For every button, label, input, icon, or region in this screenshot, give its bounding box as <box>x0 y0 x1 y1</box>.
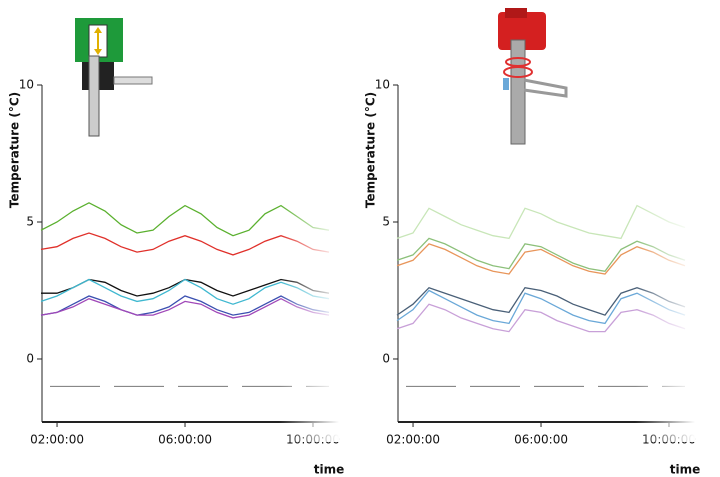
x-tick-label: 06:00:00 <box>158 433 212 447</box>
panel: 051002:00:0006:00:0010:00:00Temperature … <box>364 75 701 477</box>
y-tick-label: 10 <box>375 78 390 92</box>
x-tick-label: 02:00:00 <box>30 433 84 447</box>
y-axis-label: Temperature (°C) <box>8 92 22 208</box>
y-tick-label: 0 <box>382 351 390 365</box>
sensor-icon-red <box>498 8 568 145</box>
x-axis-label: time <box>670 463 701 477</box>
x-tick-label: 02:00:00 <box>386 433 440 447</box>
fade <box>279 75 339 442</box>
y-tick-label: 5 <box>382 214 390 228</box>
panel: 051002:00:0006:00:0010:00:00Temperature … <box>8 75 345 477</box>
x-tick-label: 06:00:00 <box>514 433 568 447</box>
sensor-icon-green <box>75 18 153 137</box>
y-tick-label: 5 <box>26 214 34 228</box>
y-axis-label: Temperature (°C) <box>364 92 378 208</box>
fade <box>635 75 695 442</box>
y-tick-label: 0 <box>26 351 34 365</box>
y-tick-label: 10 <box>19 78 34 92</box>
x-axis-label: time <box>314 463 345 477</box>
plots: 051002:00:0006:00:0010:00:00Temperature … <box>8 75 701 477</box>
